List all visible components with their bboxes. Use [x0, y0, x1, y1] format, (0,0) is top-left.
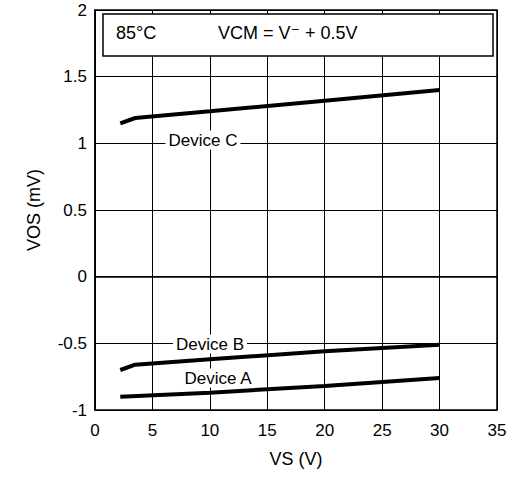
svg-text:10: 10: [200, 421, 219, 440]
svg-text:VCM = V⁻ + 0.5V: VCM = V⁻ + 0.5V: [218, 23, 358, 43]
svg-text:0.5: 0.5: [63, 201, 87, 220]
svg-text:1: 1: [78, 134, 87, 153]
svg-text:1.5: 1.5: [63, 67, 87, 86]
svg-text:30: 30: [430, 421, 449, 440]
svg-text:15: 15: [258, 421, 277, 440]
svg-text:0: 0: [90, 421, 99, 440]
svg-text:-1: -1: [72, 401, 87, 420]
svg-text:25: 25: [373, 421, 392, 440]
svg-text:Device B: Device B: [176, 335, 244, 354]
svg-text:VS (V): VS (V): [269, 449, 322, 469]
svg-text:0: 0: [78, 267, 87, 286]
svg-text:85°C: 85°C: [116, 23, 156, 43]
svg-text:20: 20: [315, 421, 334, 440]
svg-text:5: 5: [148, 421, 157, 440]
svg-text:Device A: Device A: [184, 369, 252, 388]
svg-text:35: 35: [488, 421, 507, 440]
svg-text:Device C: Device C: [169, 131, 238, 150]
svg-text:VOS (mV): VOS (mV): [24, 169, 44, 251]
svg-text:-0.5: -0.5: [58, 334, 87, 353]
svg-text:2: 2: [78, 1, 87, 20]
